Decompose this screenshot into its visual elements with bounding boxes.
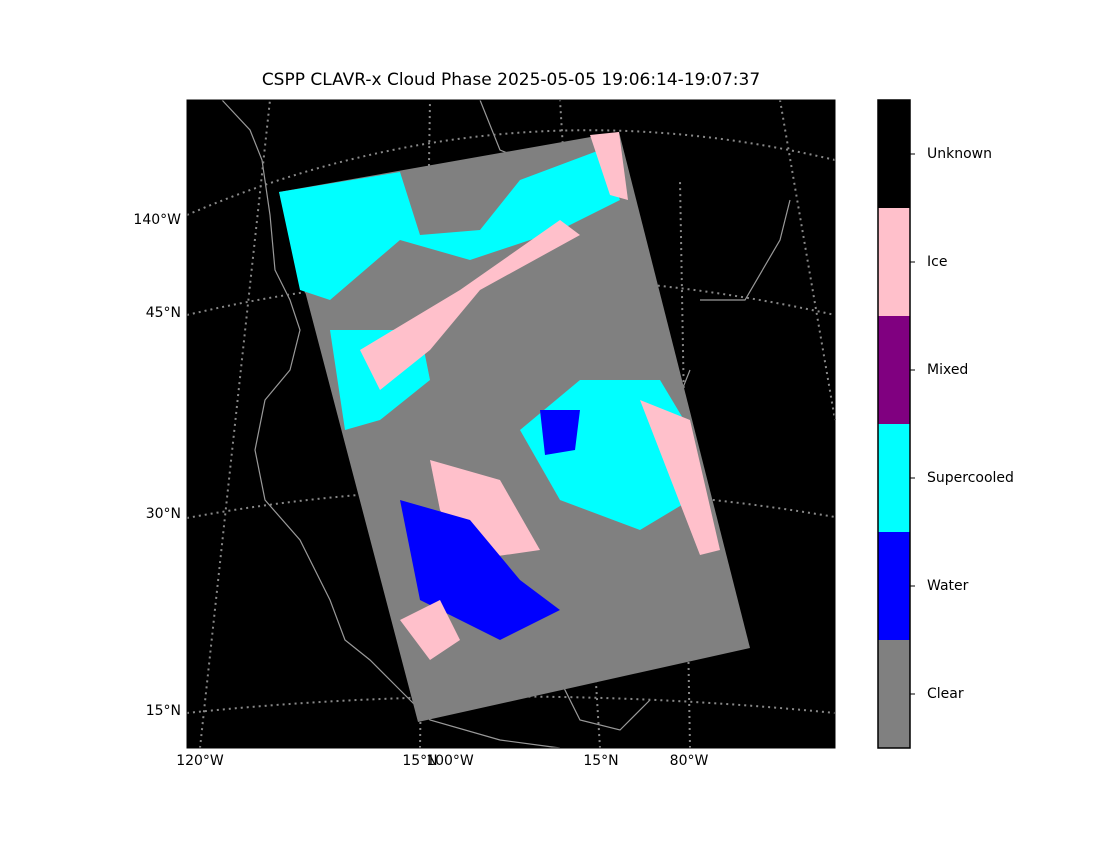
map-label: 80°W bbox=[670, 753, 709, 769]
map: 140°W 45°N 30°N 15°N 120°W 15°N 100°W 15… bbox=[133, 99, 836, 769]
map-title: CSPP CLAVR-x Cloud Phase 2025-05-05 19:0… bbox=[262, 70, 760, 90]
map-label: 15°N bbox=[402, 753, 437, 769]
cloud-water bbox=[540, 410, 580, 455]
colorbar-segment bbox=[878, 424, 910, 532]
map-label: 15°N bbox=[583, 753, 618, 769]
map-label: 120°W bbox=[176, 753, 224, 769]
cloud-ice bbox=[640, 400, 720, 555]
map-label: 140°W bbox=[133, 212, 181, 228]
colorbar-segment bbox=[878, 532, 910, 640]
colorbar-segment bbox=[878, 316, 910, 424]
map-label: 100°W bbox=[426, 753, 474, 769]
colorbar-label: Ice bbox=[927, 254, 947, 270]
swath bbox=[279, 132, 750, 722]
map-label: 45°N bbox=[146, 305, 181, 321]
cloud-supercooled bbox=[279, 150, 620, 300]
colorbar-label: Clear bbox=[927, 686, 964, 702]
colorbar-frame bbox=[877, 99, 911, 749]
colorbar-segment bbox=[878, 100, 910, 208]
colorbar-label: Mixed bbox=[927, 362, 968, 378]
cloud-ice bbox=[590, 132, 628, 200]
map-label: 15°N bbox=[146, 703, 181, 719]
colorbar-label: Water bbox=[927, 578, 969, 594]
cloud-ice bbox=[400, 600, 460, 660]
colorbar-segment bbox=[878, 640, 910, 748]
colorbar-segment bbox=[878, 208, 910, 316]
colorbar-label: Supercooled bbox=[927, 470, 1014, 486]
colorbar-label: Unknown bbox=[927, 146, 992, 162]
colorbar: Clear Water Supercooled Mixed Ice Unknown bbox=[877, 99, 1014, 749]
map-frame bbox=[186, 99, 836, 749]
cloud-ice bbox=[360, 220, 580, 390]
map-label: 30°N bbox=[146, 506, 181, 522]
